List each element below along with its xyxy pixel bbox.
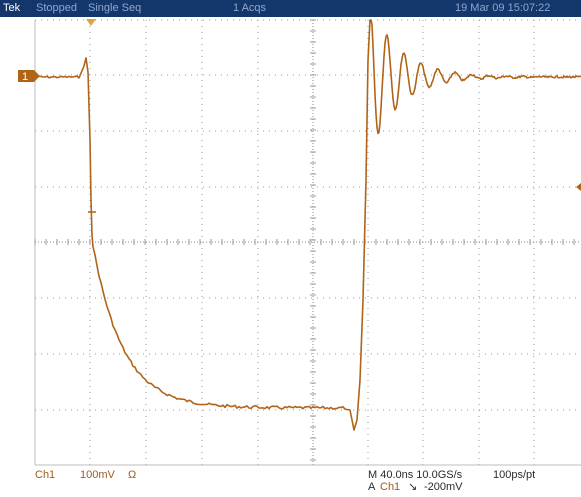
waveform-screen: 1 xyxy=(18,19,581,466)
vertical-scale: 100mV xyxy=(80,469,115,481)
graticule xyxy=(34,19,581,466)
channel-name: Ch1 xyxy=(35,469,56,481)
ch1-ground-marker[interactable]: 1 xyxy=(18,70,40,83)
resolution-readout: 100ps/pt xyxy=(493,469,536,481)
ch1-marker-label: 1 xyxy=(22,71,28,83)
trigger-slope-icon: ↘ xyxy=(408,481,418,493)
coupling-icon: Ω xyxy=(128,469,137,481)
acquisition-status: Stopped xyxy=(36,2,77,14)
brand-label: Tek xyxy=(3,2,21,14)
acquisition-mode: Single Seq xyxy=(88,2,142,14)
trigger-position-icon[interactable] xyxy=(86,19,96,26)
timebase-readout: M 40.0ns 10.0GS/s xyxy=(368,469,463,481)
trigger-prefix: A xyxy=(368,481,376,493)
status-bar: Tek Stopped Single Seq 1 Acqs 19 Mar 09 … xyxy=(0,0,581,17)
trigger-level-icon[interactable] xyxy=(576,183,581,191)
trigger-source: Ch1 xyxy=(380,481,401,493)
acquisition-count: 1 Acqs xyxy=(233,2,267,14)
date-time: 19 Mar 09 15:07:22 xyxy=(455,2,551,14)
trigger-level: -200mV xyxy=(424,481,463,493)
ch1-waveform-trace xyxy=(34,19,581,431)
